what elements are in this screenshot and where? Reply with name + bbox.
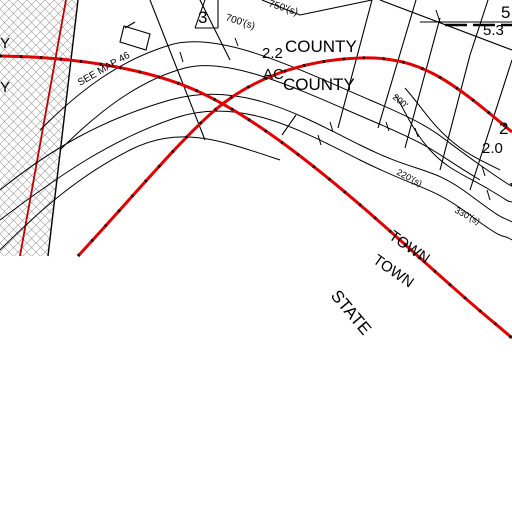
county-label-lower: COUNTY <box>283 75 355 94</box>
parcel-number-3: 3 <box>198 8 207 27</box>
parcel-number-2: 2 <box>499 119 508 138</box>
dimension-330: 330'(s) <box>453 205 482 227</box>
tick-marks <box>179 9 491 201</box>
acreage-5-3: 5.3 <box>483 22 504 39</box>
dimension-200: 200' <box>391 92 410 111</box>
state-label: STATE <box>327 286 375 338</box>
acreage-2-0: 2.0 <box>482 140 503 157</box>
acreage-unit-ac: AC <box>263 66 284 83</box>
hatched-area <box>0 0 79 257</box>
parcel-number-5: 5 <box>501 3 510 22</box>
road-lines <box>0 41 512 251</box>
acreage-2-2: 2.2 <box>262 45 283 62</box>
edge-label-y-lower: Y <box>0 79 10 96</box>
county-label-upper: COUNTY <box>285 37 357 56</box>
jurisdiction-boundary-b <box>76 56 512 258</box>
dimension-750: 750'(s) <box>267 0 299 18</box>
dimension-220: 220'(s) <box>395 167 424 189</box>
dimension-700: 700'(s) <box>224 12 256 32</box>
parcel-lines <box>119 0 512 191</box>
strip-red-line <box>19 0 67 257</box>
map-labels: 3 5 2 Y Y 2.2 AC 5.3 2.0 COUNTY COUNTY S… <box>0 0 510 339</box>
edge-label-y-upper: Y <box>0 35 10 52</box>
jurisdiction-boundary-a <box>0 54 512 340</box>
